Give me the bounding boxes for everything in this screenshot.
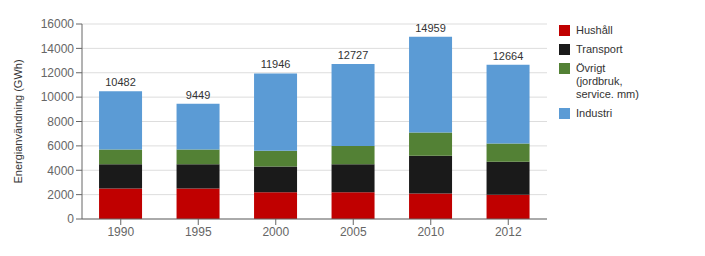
- svg-text:12664: 12664: [493, 50, 524, 62]
- svg-text:2000: 2000: [262, 225, 289, 239]
- svg-text:4000: 4000: [47, 164, 74, 178]
- svg-text:16000: 16000: [41, 17, 75, 31]
- svg-text:6000: 6000: [47, 139, 74, 153]
- svg-text:11946: 11946: [261, 58, 291, 70]
- html-text:Transport: Transport: [576, 43, 623, 55]
- svg-text:2000: 2000: [47, 188, 74, 202]
- svg-text:2005: 2005: [340, 225, 367, 239]
- svg-text:8000: 8000: [47, 115, 74, 129]
- svg-text:1990: 1990: [107, 225, 134, 239]
- svg-text:12727: 12727: [338, 49, 369, 61]
- svg-text:0: 0: [67, 212, 74, 226]
- svg-text:14000: 14000: [41, 42, 75, 56]
- html-text:Övrigt (jordbruk, service. mm): Övrigt (jordbruk, service. mm): [576, 62, 639, 100]
- html-text:Hushåll: Hushåll: [576, 24, 613, 36]
- svg-text:1995: 1995: [185, 225, 212, 239]
- svg-text:10482: 10482: [105, 76, 136, 88]
- svg-text:9449: 9449: [186, 89, 210, 101]
- svg-text:14959: 14959: [415, 22, 446, 34]
- html-text:Industri: Industri: [576, 107, 613, 119]
- svg-text:10000: 10000: [41, 90, 75, 104]
- svg-text:12000: 12000: [41, 66, 75, 80]
- svg-text:Energianvändning (GWh): Energianvändning (GWh): [12, 59, 24, 183]
- svg-text:2012: 2012: [495, 225, 522, 239]
- svg-text:2010: 2010: [417, 225, 444, 239]
